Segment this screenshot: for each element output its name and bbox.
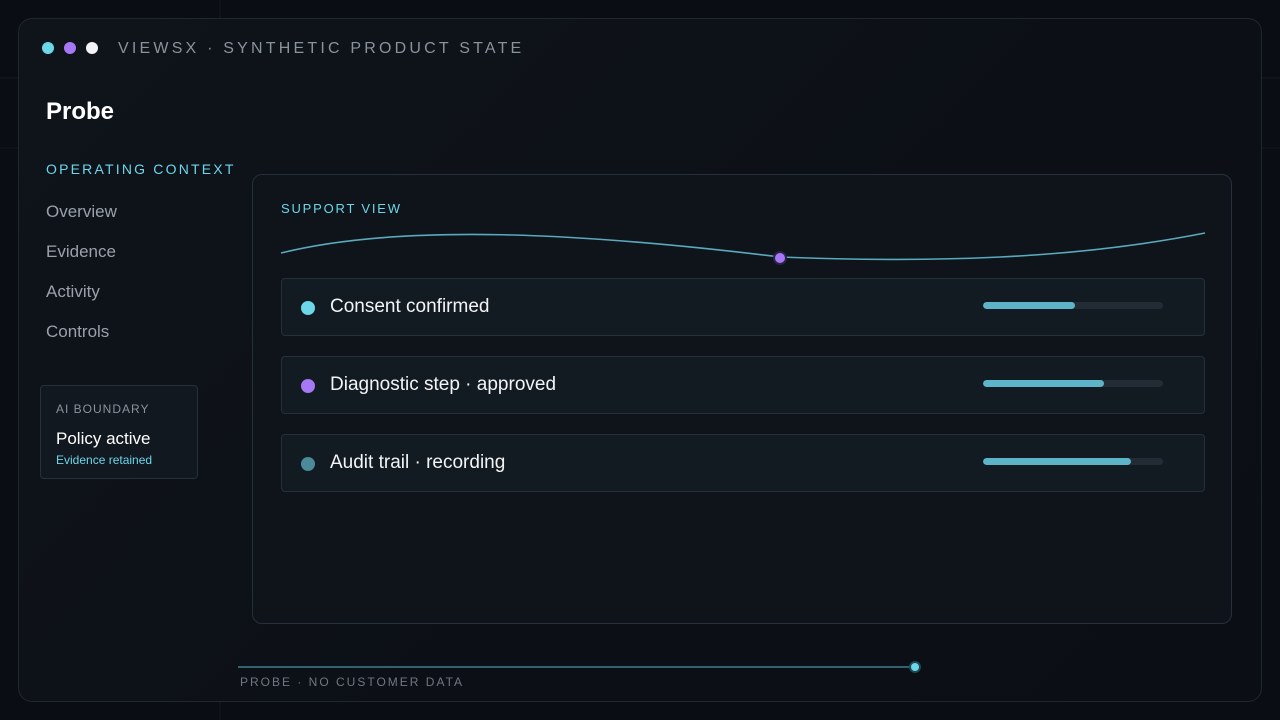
status-progress-fill: [983, 458, 1131, 465]
sidebar-item-evidence[interactable]: Evidence: [46, 242, 116, 261]
window-dot-cyan: [42, 42, 54, 54]
status-progress-bar: [983, 380, 1163, 387]
support-view-panel: SUPPORT VIEW Consent confirmed Diagnosti…: [252, 174, 1232, 624]
panel-label: SUPPORT VIEW: [281, 201, 402, 216]
status-dot-icon: [301, 379, 315, 393]
status-row-diagnostic: Diagnostic step · approved: [281, 356, 1205, 414]
sidebar-item-activity[interactable]: Activity: [46, 282, 100, 301]
status-progress-fill: [983, 380, 1104, 387]
footer-note: PROBE · NO CUSTOMER DATA: [240, 675, 465, 689]
ai-boundary-subtitle: Evidence retained: [56, 453, 153, 467]
status-progress-bar: [983, 302, 1163, 309]
footer-progress-knob: [909, 661, 921, 673]
status-row-label: Consent confirmed: [330, 296, 490, 317]
status-row-consent: Consent confirmed: [281, 278, 1205, 336]
activity-wave-marker: [773, 251, 787, 265]
sidebar-item-controls[interactable]: Controls: [46, 322, 110, 341]
ai-boundary-title: Policy active: [56, 429, 151, 448]
page-title: Probe: [46, 98, 115, 125]
activity-wave-line: [280, 232, 1206, 261]
status-row-audit: Audit trail · recording: [281, 434, 1205, 492]
status-dot-icon: [301, 457, 315, 471]
brand-title: VIEWSX · SYNTHETIC PRODUCT STATE: [118, 40, 525, 57]
window-dot-violet: [64, 42, 76, 54]
sidebar-nav: Overview Evidence Activity Controls: [46, 202, 117, 362]
ai-boundary-eyebrow: AI BOUNDARY: [56, 402, 150, 416]
ai-boundary-card: AI BOUNDARY Policy active Evidence retai…: [40, 385, 198, 479]
footer-progress-line: [238, 661, 921, 673]
status-progress-bar: [983, 458, 1163, 465]
window-dot-white: [86, 42, 98, 54]
sidebar-item-overview[interactable]: Overview: [46, 202, 117, 221]
sidebar-section-label: OPERATING CONTEXT: [46, 161, 236, 177]
status-row-label: Audit trail · recording: [330, 452, 506, 473]
status-dot-icon: [301, 301, 315, 315]
status-progress-fill: [983, 302, 1075, 309]
activity-wave: [280, 232, 1206, 265]
window-dots: [42, 42, 98, 54]
status-row-label: Diagnostic step · approved: [330, 374, 557, 395]
